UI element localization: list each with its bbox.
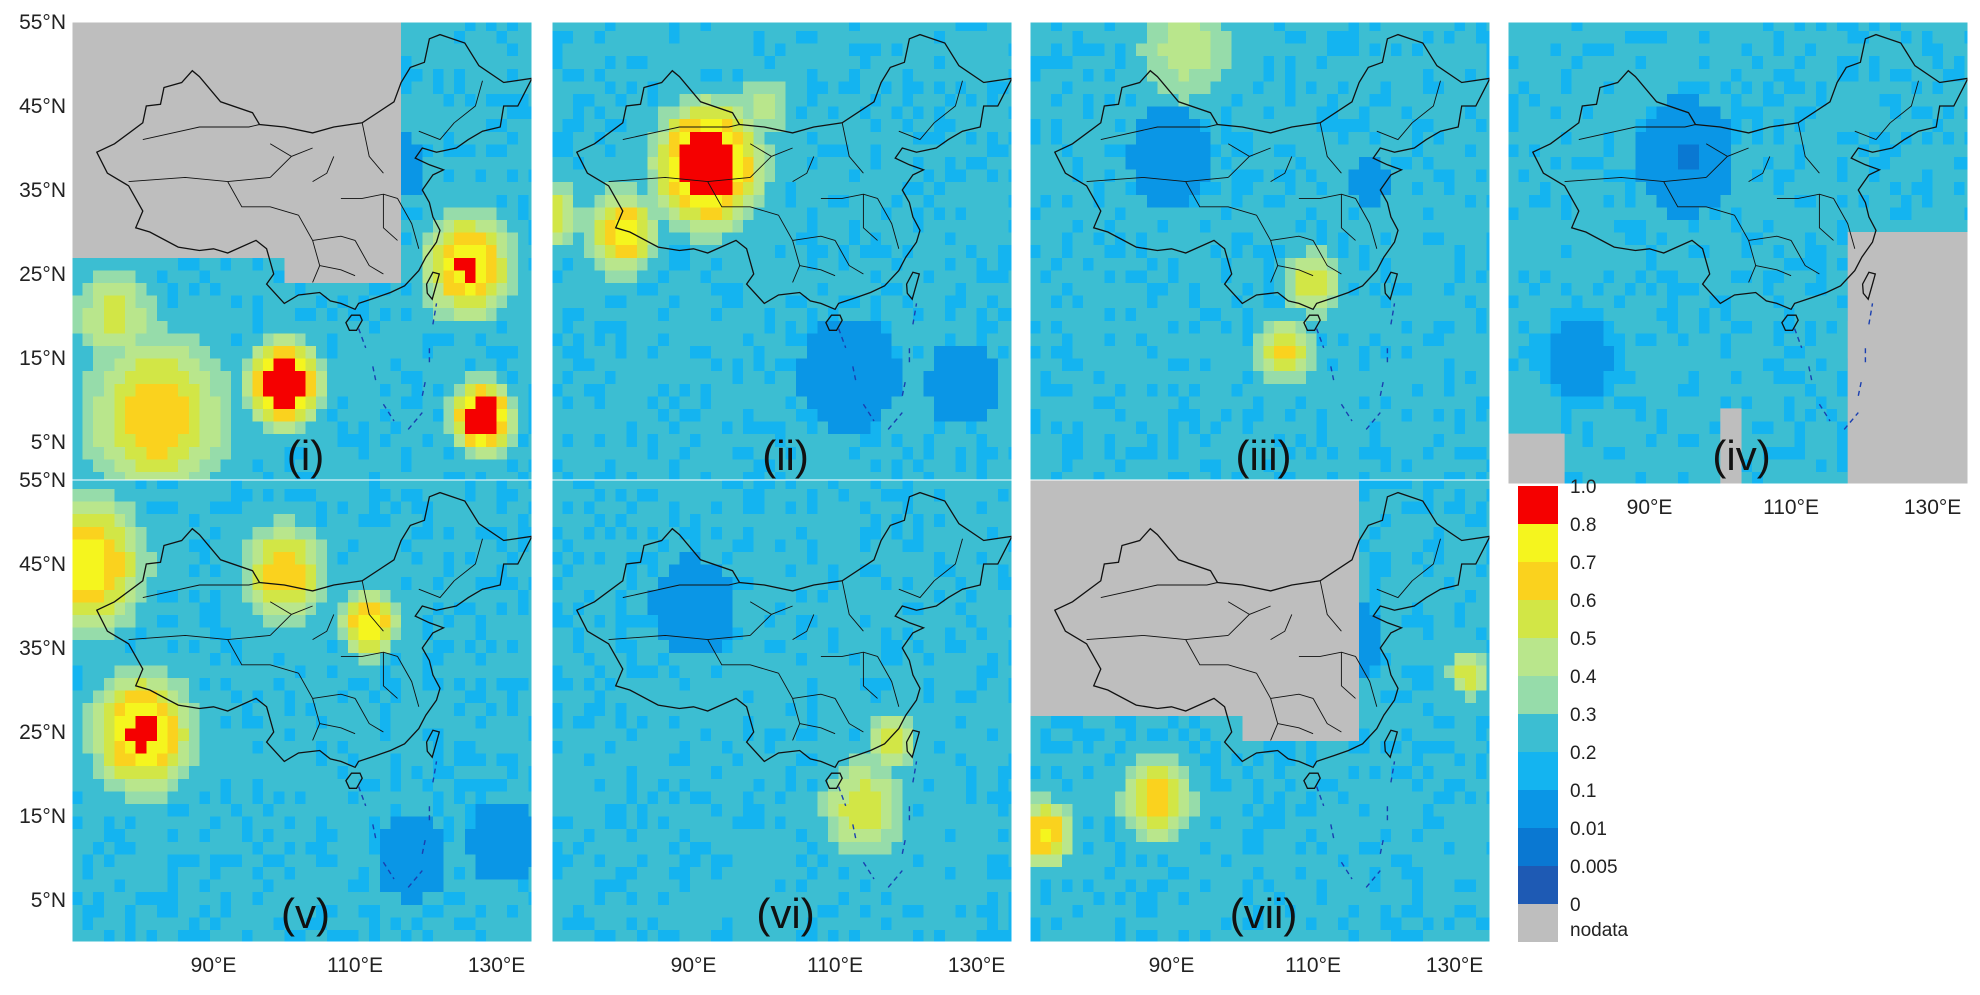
latitude-axis-top-row: 55°N 45°N 35°N 25°N 15°N 5°N [19, 11, 66, 454]
map-panels: (i) (ii) (iii) (iv) (v) (vi) (vii) [71, 21, 1969, 943]
country-boundaries [575, 491, 1012, 789]
lon-tick-label: 90°E [1149, 954, 1195, 977]
lon-tick-label: 110°E [1285, 954, 1341, 977]
raster-field [1508, 22, 1968, 484]
colorbar-tick-label: 0 [1570, 895, 1581, 916]
raster-field [1030, 22, 1490, 484]
map-panel-i: (i) [71, 21, 533, 485]
lon-tick-label: 90°E [1627, 496, 1673, 519]
colorbar-tick-label: 0.8 [1570, 515, 1596, 536]
lat-tick-label: 5°N [31, 889, 66, 912]
lat-tick-label: 45°N [19, 95, 66, 118]
country-boundaries [95, 491, 532, 789]
colorbar-nodata-label: nodata [1570, 920, 1629, 941]
raster-field [72, 22, 532, 484]
colorbar-swatch [1518, 524, 1558, 562]
lat-tick-label: 15°N [19, 805, 66, 828]
lat-tick-label: 25°N [19, 263, 66, 286]
south-china-sea-dashes [1315, 303, 1396, 430]
map-panel-ii: (ii) [551, 21, 1013, 485]
colorbar-swatch [1518, 600, 1558, 638]
lon-tick-label: 110°E [327, 954, 383, 977]
colorbar-tick-label: 0.2 [1570, 743, 1596, 764]
colorbar-swatch [1518, 562, 1558, 600]
colorbar-tick-label: 0.1 [1570, 781, 1596, 802]
colorbar-swatch [1518, 714, 1558, 752]
south-china-sea-dashes [357, 761, 438, 888]
lat-tick-label: 55°N [19, 469, 66, 492]
panel-label-i: (i) [287, 432, 324, 479]
map-panel-vii: (vii) [1029, 479, 1491, 943]
lon-tick-label: 130°E [1904, 496, 1961, 519]
colorbar-tick-label: 0.01 [1570, 819, 1607, 840]
colorbar-swatch [1518, 866, 1558, 904]
lon-tick-label: 90°E [671, 954, 717, 977]
colorbar-swatch [1518, 486, 1558, 524]
colorbar-tick-label: 0.5 [1570, 629, 1596, 650]
country-boundaries [1531, 33, 1968, 331]
raster-field [552, 22, 1012, 484]
lon-tick-label: 130°E [948, 954, 1005, 977]
colorbar-swatch [1518, 828, 1558, 866]
country-boundaries [1053, 491, 1490, 789]
map-panel-iv: (iv) [1507, 21, 1969, 485]
colorbar-tick-label: 0.3 [1570, 705, 1596, 726]
lat-tick-label: 25°N [19, 721, 66, 744]
lat-tick-label: 45°N [19, 553, 66, 576]
colorbar-tick-label: 0.6 [1570, 591, 1596, 612]
latitude-axis-bottom-row: 55°N 45°N 35°N 25°N 15°N 5°N [19, 469, 66, 912]
country-boundaries [95, 33, 532, 331]
panel-label-iv: (iv) [1712, 432, 1770, 479]
country-boundaries [1053, 33, 1490, 331]
south-china-sea-dashes [1315, 761, 1396, 888]
colorbar-swatch [1518, 904, 1558, 942]
lon-tick-label: 130°E [1426, 954, 1483, 977]
panel-label-vii: (vii) [1230, 890, 1298, 937]
panel-label-v: (v) [281, 890, 330, 937]
lon-tick-label: 90°E [191, 954, 237, 977]
lon-tick-label: 130°E [468, 954, 525, 977]
lat-tick-label: 15°N [19, 347, 66, 370]
colorbar-swatch [1518, 752, 1558, 790]
raster-field [552, 480, 1012, 942]
panel-label-iii: (iii) [1236, 432, 1292, 479]
longitude-axes: 90°E 110°E 130°E 90°E 110°E 130°E 90°E 110°E 130… [191, 496, 1962, 977]
lat-tick-label: 35°N [19, 179, 66, 202]
lat-tick-label: 35°N [19, 637, 66, 660]
lat-tick-label: 55°N [19, 11, 66, 34]
colorbar-tick-label: 0.7 [1570, 553, 1596, 574]
colorbar-tick-label: 0.4 [1570, 667, 1597, 688]
map-panel-v: (v) [71, 479, 533, 943]
panel-label-vi: (vi) [756, 890, 814, 937]
colorbar-swatch [1518, 676, 1558, 714]
panel-label-ii: (ii) [762, 432, 809, 479]
colorbar-tick-label: 0.005 [1570, 857, 1618, 878]
colorbar-legend: 1.0 0.8 0.7 0.6 0.5 0.4 0.3 0.2 0.1 0.01 0.005 0 nod… [1518, 477, 1629, 942]
lon-tick-label: 110°E [807, 954, 863, 977]
south-china-sea-dashes [837, 761, 918, 888]
raster-field [1030, 480, 1490, 942]
country-boundaries [575, 33, 1012, 331]
lon-tick-label: 110°E [1763, 496, 1819, 519]
raster-field [72, 480, 532, 942]
south-china-sea-dashes [357, 303, 438, 430]
colorbar-swatch [1518, 790, 1558, 828]
map-panel-vi: (vi) [551, 479, 1013, 943]
colorbar-swatch [1518, 638, 1558, 676]
map-panel-iii: (iii) [1029, 21, 1491, 485]
south-china-sea-dashes [1793, 303, 1874, 430]
lat-tick-label: 5°N [31, 431, 66, 454]
colorbar-tick-label: 1.0 [1570, 477, 1596, 498]
south-china-sea-dashes [837, 303, 918, 430]
